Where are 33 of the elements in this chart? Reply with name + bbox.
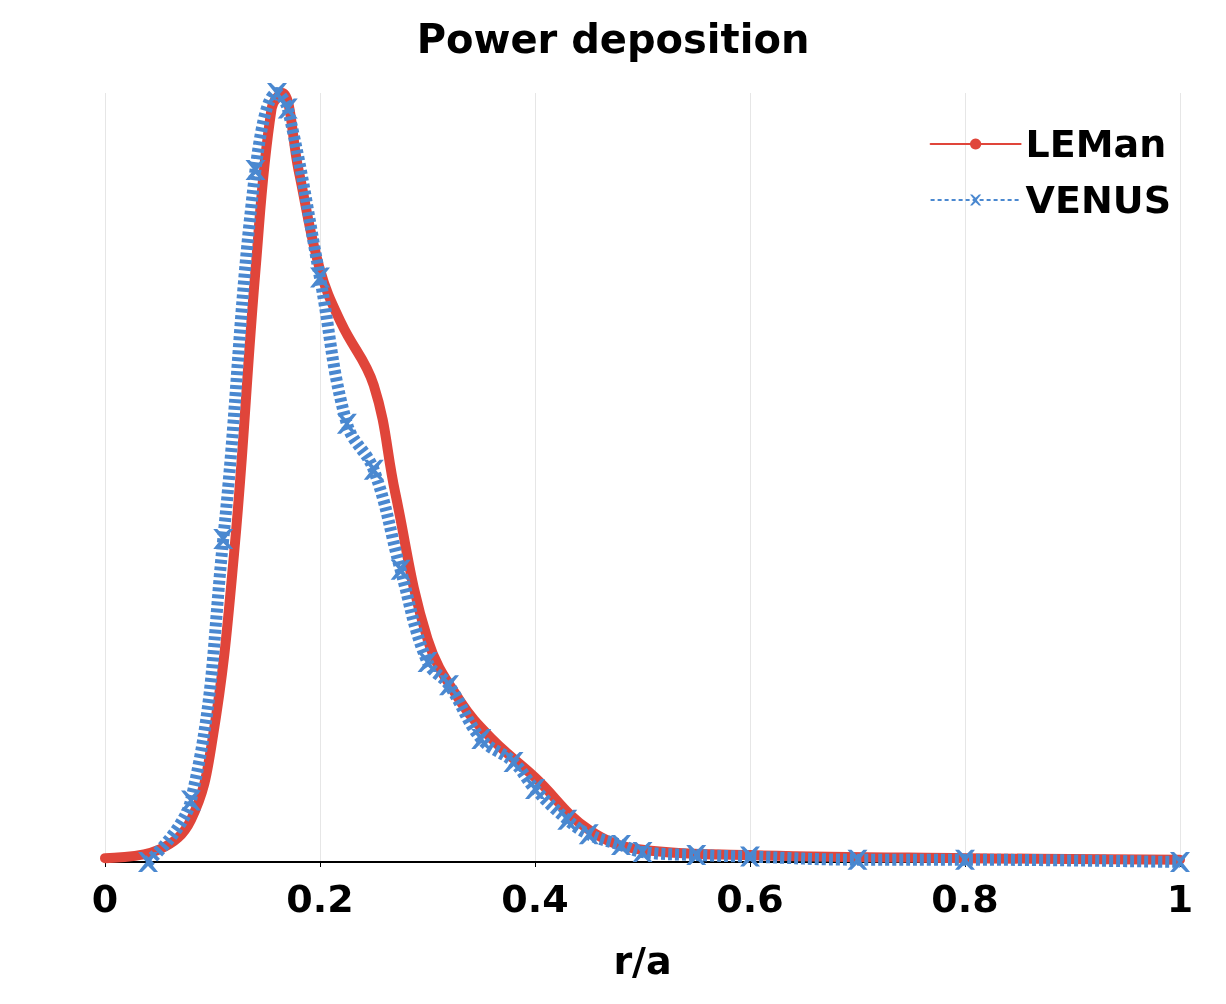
legend-label: LEMan — [1025, 122, 1167, 166]
point — [740, 846, 760, 867]
point — [213, 529, 234, 550]
point — [277, 98, 298, 119]
point — [310, 267, 330, 288]
x-tick-label: 0.2 — [286, 877, 354, 921]
point — [439, 675, 459, 696]
point — [138, 852, 158, 872]
point — [525, 778, 545, 799]
point — [578, 824, 599, 845]
point — [611, 835, 631, 856]
point — [503, 752, 524, 773]
chart-title: Power deposition — [416, 16, 810, 62]
point — [390, 559, 411, 580]
x-axis-title: r/a — [613, 939, 672, 983]
point — [557, 809, 578, 830]
point — [847, 849, 868, 870]
point — [245, 159, 266, 180]
point — [1170, 852, 1190, 872]
point — [336, 413, 357, 434]
point — [363, 459, 384, 480]
point — [471, 728, 492, 749]
point — [181, 790, 201, 811]
x-tick-label: 0.8 — [931, 877, 999, 921]
point — [686, 845, 707, 866]
x-tick-label: 0.6 — [716, 877, 784, 921]
point — [632, 842, 653, 862]
x-tick-label: 0 — [91, 877, 119, 921]
point — [955, 849, 975, 870]
point — [417, 652, 438, 673]
x-tick-label: 0.4 — [501, 877, 569, 921]
x-tick-label: 1 — [1166, 877, 1194, 921]
legend-label: VENUS — [1025, 178, 1172, 222]
